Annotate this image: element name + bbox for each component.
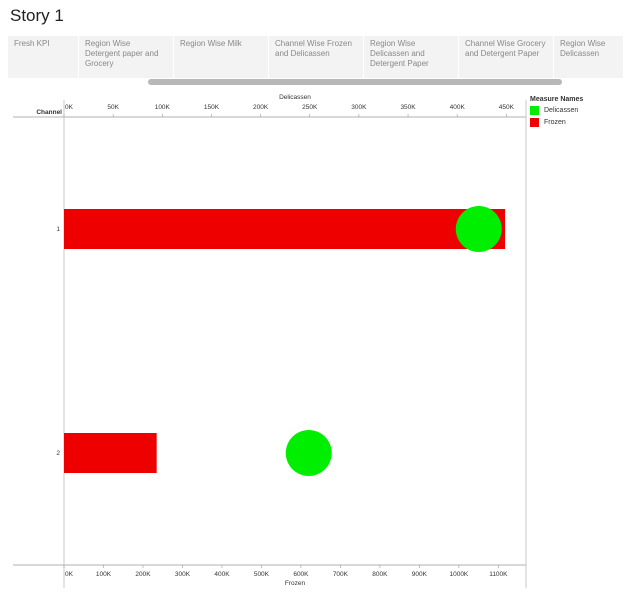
frozen-tick-label: 1100K bbox=[489, 571, 508, 578]
legend-label: Delicassen bbox=[544, 107, 579, 114]
legend: Measure Names Delicassen Frozen bbox=[530, 96, 583, 130]
tabs-scrollbar[interactable] bbox=[148, 79, 562, 85]
channel-row-label: 2 bbox=[56, 450, 60, 457]
row-header-channel: Channel bbox=[36, 109, 62, 116]
channel-rows: Channel 1 2 bbox=[36, 109, 62, 457]
delicassen-circle-channel-2 bbox=[285, 430, 332, 476]
tab-region-wise-detergent-grocery[interactable]: Region Wise Detergent paper and Grocery bbox=[79, 36, 174, 78]
frozen-bar-channel-1 bbox=[64, 209, 506, 249]
frozen-tick-label: 200K bbox=[135, 571, 151, 578]
tab-label: Region Wise Delicassen and Detergent Pap… bbox=[370, 39, 429, 68]
legend-label: Frozen bbox=[544, 119, 566, 126]
frozen-axis-title: Frozen bbox=[285, 580, 306, 587]
frozen-axis: 0K 100K 200K 300K 400K 500K 600K 700K 800K 900K 10… bbox=[63, 565, 508, 587]
tab-channel-wise-frozen-delicassen[interactable]: Channel Wise Frozen and Delicassen bbox=[269, 36, 364, 78]
tab-region-wise-delicassen-detergent[interactable]: Region Wise Delicassen and Detergent Pap… bbox=[364, 36, 459, 78]
channel-row-label: 1 bbox=[56, 226, 60, 233]
frozen-bar-channel-2 bbox=[64, 433, 157, 473]
frozen-tick-label: 900K bbox=[412, 571, 428, 578]
tab-fresh-kpi[interactable]: Fresh KPI bbox=[8, 36, 79, 78]
story-title: Story 1 bbox=[10, 6, 64, 25]
delicassen-tick-label: 50K bbox=[107, 104, 119, 111]
tabs-scrollbar-thumb[interactable] bbox=[148, 79, 562, 85]
delicassen-circle-channel-1 bbox=[455, 206, 502, 252]
delicassen-axis: Delicassen 0K 50K 100K 150K 200K 250K 300K 350K 4… bbox=[63, 94, 515, 117]
frozen-tick-label: 100K bbox=[96, 571, 112, 578]
delicassen-tick-label: 300K bbox=[351, 104, 367, 111]
legend-swatch-delicassen bbox=[530, 106, 539, 115]
frozen-tick-label: 600K bbox=[293, 571, 309, 578]
legend-swatch-frozen bbox=[530, 118, 539, 127]
frozen-tick-label: 300K bbox=[175, 571, 191, 578]
frozen-tick-label: 800K bbox=[372, 571, 388, 578]
frozen-tick-label: 1000K bbox=[449, 571, 468, 578]
legend-title: Measure Names bbox=[530, 96, 584, 103]
delicassen-tick-label: 200K bbox=[253, 104, 269, 111]
legend-item-delicassen[interactable]: Delicassen bbox=[530, 106, 583, 115]
frozen-tick-label: 500K bbox=[254, 571, 270, 578]
chart-marks bbox=[64, 206, 506, 476]
frozen-tick-label: 0K bbox=[65, 571, 74, 578]
frozen-tick-label: 400K bbox=[214, 571, 230, 578]
tab-label: Region Wise Delicassen bbox=[560, 39, 606, 58]
tab-label: Region Wise Milk bbox=[180, 39, 242, 48]
delicassen-tick-label: 150K bbox=[204, 104, 220, 111]
tab-channel-wise-grocery-detergent[interactable]: Channel Wise Grocery and Detergent Paper bbox=[459, 36, 554, 78]
delicassen-tick-label: 400K bbox=[450, 104, 466, 111]
delicassen-tick-label: 100K bbox=[155, 104, 171, 111]
delicassen-tick-label: 250K bbox=[302, 104, 318, 111]
legend-item-frozen[interactable]: Frozen bbox=[530, 118, 583, 127]
story-tabs: Fresh KPI Region Wise Detergent paper an… bbox=[8, 36, 624, 78]
delicassen-axis-title: Delicassen bbox=[279, 94, 311, 101]
chart-frame bbox=[13, 100, 527, 588]
tab-label: Fresh KPI bbox=[14, 39, 50, 48]
tab-label: Channel Wise Frozen and Delicassen bbox=[275, 39, 352, 58]
tab-region-wise-milk[interactable]: Region Wise Milk bbox=[174, 36, 269, 78]
delicassen-tick-label: 0K bbox=[65, 104, 74, 111]
tab-label: Channel Wise Grocery and Detergent Paper bbox=[465, 39, 546, 58]
delicassen-tick-label: 450K bbox=[499, 104, 515, 111]
tab-label: Region Wise Detergent paper and Grocery bbox=[85, 39, 159, 68]
frozen-tick-label: 700K bbox=[333, 571, 349, 578]
delicassen-tick-label: 350K bbox=[400, 104, 416, 111]
